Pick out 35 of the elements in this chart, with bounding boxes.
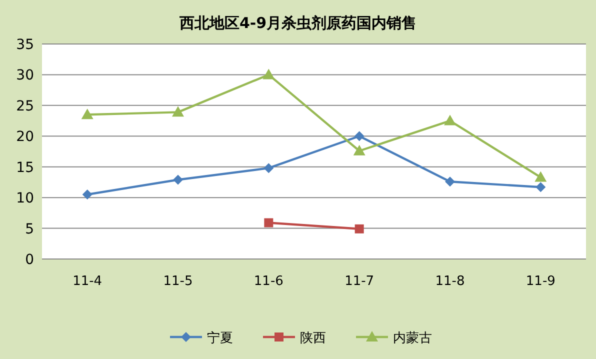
y-tick-label: 20 [16,129,34,146]
x-tick-label: 11-8 [435,274,465,289]
y-tick-label: 35 [16,37,34,53]
point [534,171,547,182]
legend-label: 陕西 [300,331,326,346]
point [264,163,274,174]
y-tick-label: 0 [25,252,34,268]
point [262,68,275,80]
point [353,144,366,156]
y-tick-label: 15 [16,160,34,176]
legend: 陕西 [263,331,326,346]
y-tick-label: 5 [25,221,34,238]
point [445,176,455,187]
y-tick-label: 10 [16,190,34,207]
point [82,190,92,200]
x-tick-label: 11-9 [526,274,556,289]
x-tick-label: 11-6 [254,274,284,289]
legend-label: 内蒙古 [393,331,432,346]
legend: 宁夏 [170,331,233,346]
chart-title: 西北地区4-9月杀虫剂原药国内销售 [178,14,417,32]
y-tick-label: 25 [16,98,34,114]
point [354,224,364,234]
x-tick-label: 11-5 [163,274,193,289]
x-tick-label: 11-4 [72,274,102,289]
x-tick-label: 11-7 [344,274,374,289]
point [536,182,546,192]
point [354,131,364,142]
point [264,218,274,228]
point [173,174,183,185]
point [81,108,94,120]
point [172,106,184,117]
legend: 内蒙古 [356,331,432,346]
legend-label: 宁夏 [207,330,233,346]
y-tick-label: 30 [16,68,34,84]
point [444,114,456,126]
